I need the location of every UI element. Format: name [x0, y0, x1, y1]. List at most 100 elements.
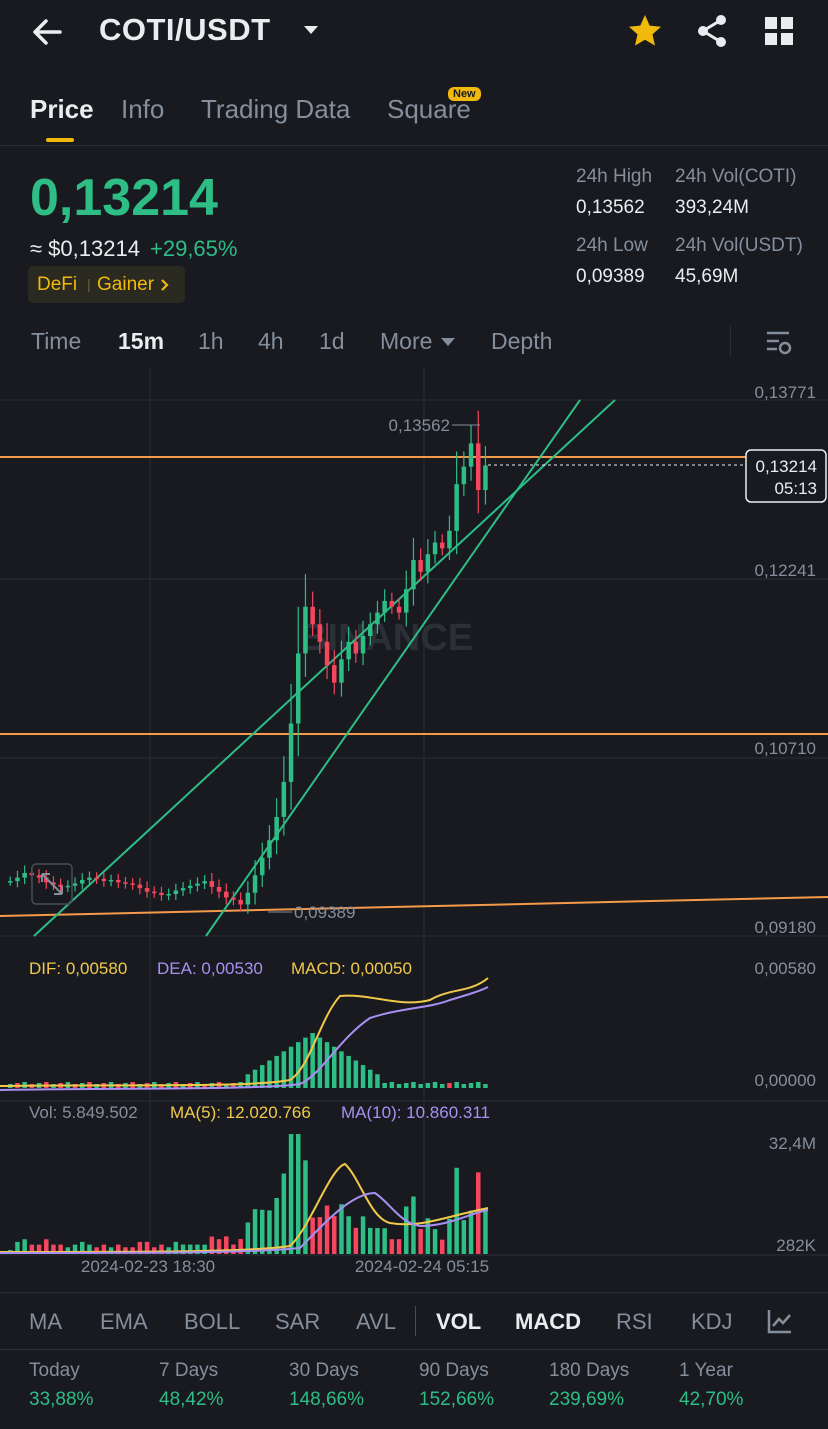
volume-bar [468, 1210, 474, 1254]
vol-label: Vol: 5.849.502 [29, 1103, 138, 1122]
share-icon[interactable] [694, 12, 730, 50]
indicator-rsi[interactable]: RSI [616, 1309, 653, 1334]
macd-bar [368, 1069, 373, 1088]
macd-bar [224, 1084, 229, 1088]
trend-line-upper [33, 399, 616, 937]
perf-value: 42,70% [679, 1389, 744, 1410]
indicator-macd[interactable]: MACD [515, 1309, 581, 1334]
macd-bar [353, 1060, 359, 1088]
perf-7d: 7 Days 48,42% [159, 1360, 223, 1411]
vol-ma5-label: MA(5): 12.020.766 [170, 1103, 311, 1122]
candle-body [101, 878, 107, 882]
volume-bar [245, 1222, 251, 1254]
candle-body [144, 888, 150, 892]
macd-dif-label: DIF: 0,00580 [29, 959, 127, 978]
usd-price: ≈ $0,13214 [30, 236, 140, 261]
indicator-settings-icon[interactable] [766, 1307, 794, 1335]
macd-bar [317, 1037, 323, 1088]
tf-1d[interactable]: 1d [319, 328, 345, 354]
star-icon[interactable] [626, 12, 664, 50]
candle-body [180, 888, 186, 891]
candlesticks [8, 410, 488, 914]
macd-bar [260, 1065, 265, 1088]
macd-bar [432, 1082, 438, 1088]
volume-bar [51, 1244, 56, 1254]
candle-body [440, 542, 445, 549]
price-chart[interactable]: BINANCE 0,13771 0,12241 0,10710 0,09180 … [0, 368, 828, 1288]
low-marker: 0,09389 [294, 903, 355, 922]
candle-body [346, 641, 351, 660]
macd-bar [440, 1084, 445, 1088]
volume-bar [274, 1198, 279, 1254]
indicator-avl[interactable]: AVL [356, 1309, 396, 1334]
perf-label: 180 Days [549, 1360, 630, 1381]
volume-bar [22, 1239, 27, 1254]
volume-bar [130, 1247, 135, 1254]
macd-bar [267, 1060, 272, 1088]
candle-body [209, 881, 215, 887]
tag-defi[interactable]: DeFi [37, 274, 78, 295]
vol-axis-bottom: 282K [776, 1236, 816, 1255]
trading-pair-title[interactable]: COTI/USDT [99, 12, 271, 47]
volume-bar [108, 1247, 114, 1254]
tf-more[interactable]: More [380, 328, 433, 354]
candle-body [404, 589, 409, 613]
tag-box[interactable]: DeFi | Gainer [28, 266, 185, 303]
tab-trading-data[interactable]: Trading Data [201, 94, 351, 124]
tf-15m[interactable]: 15m [118, 328, 165, 354]
chart-settings-icon[interactable] [764, 328, 794, 358]
expand-icon[interactable] [31, 863, 73, 905]
indicator-boll[interactable]: BOLL [184, 1309, 241, 1334]
macd-histogram [8, 1033, 488, 1088]
candle-body [375, 612, 380, 625]
macd-bar [274, 1055, 279, 1088]
candle-body [224, 891, 229, 898]
volume-bar [368, 1227, 373, 1254]
perf-30d: 30 Days 148,66% [289, 1360, 364, 1411]
macd-bar [281, 1051, 287, 1088]
main-tabs: Price Info Trading Data Square New [0, 87, 828, 146]
tag-gainer[interactable]: Gainer [97, 274, 155, 295]
perf-value: 33,88% [29, 1389, 94, 1410]
tf-time[interactable]: Time [31, 328, 82, 354]
volume-bar [116, 1244, 121, 1254]
candle-body [173, 890, 179, 894]
tf-1h[interactable]: 1h [198, 328, 224, 354]
indicator-sar[interactable]: SAR [275, 1309, 321, 1334]
perf-value: 152,66% [419, 1389, 495, 1410]
candle-body [368, 624, 373, 636]
volume-bar [396, 1239, 402, 1254]
more-caret-icon[interactable] [440, 336, 456, 348]
macd-bar [382, 1083, 387, 1088]
tf-depth[interactable]: Depth [491, 328, 553, 354]
indicator-ma[interactable]: MA [29, 1309, 62, 1334]
back-arrow-icon[interactable] [28, 14, 68, 50]
volume-bar [80, 1241, 85, 1254]
grid-icon[interactable] [762, 14, 796, 48]
volume-bar [29, 1244, 35, 1254]
volume-bar [317, 1217, 323, 1254]
indicator-ema[interactable]: EMA [100, 1309, 148, 1334]
volume-bar [65, 1247, 71, 1254]
candle-body [267, 840, 272, 858]
indicator-kdj[interactable]: KDJ [691, 1309, 733, 1334]
candle-body [44, 877, 49, 883]
volume-bar [173, 1241, 179, 1254]
candle-body [389, 600, 395, 607]
price-axis-label: 0,10710 [755, 739, 816, 758]
volume-bar [144, 1241, 150, 1254]
active-tab-indicator [46, 138, 74, 142]
candle-body [195, 883, 200, 886]
chevron-down-icon[interactable] [302, 23, 320, 37]
macd-bar [411, 1082, 416, 1088]
time-label: 2024-02-24 05:15 [355, 1257, 489, 1276]
indicator-vol[interactable]: VOL [436, 1309, 482, 1334]
vol-usdt-value: 45,69M [675, 266, 739, 287]
volume-bar [216, 1239, 222, 1254]
candle-body [432, 542, 438, 555]
volume-bar [267, 1210, 272, 1254]
tab-price[interactable]: Price [30, 94, 94, 124]
tab-info[interactable]: Info [121, 94, 165, 124]
tf-4h[interactable]: 4h [258, 328, 284, 354]
volume-bar [346, 1216, 351, 1254]
